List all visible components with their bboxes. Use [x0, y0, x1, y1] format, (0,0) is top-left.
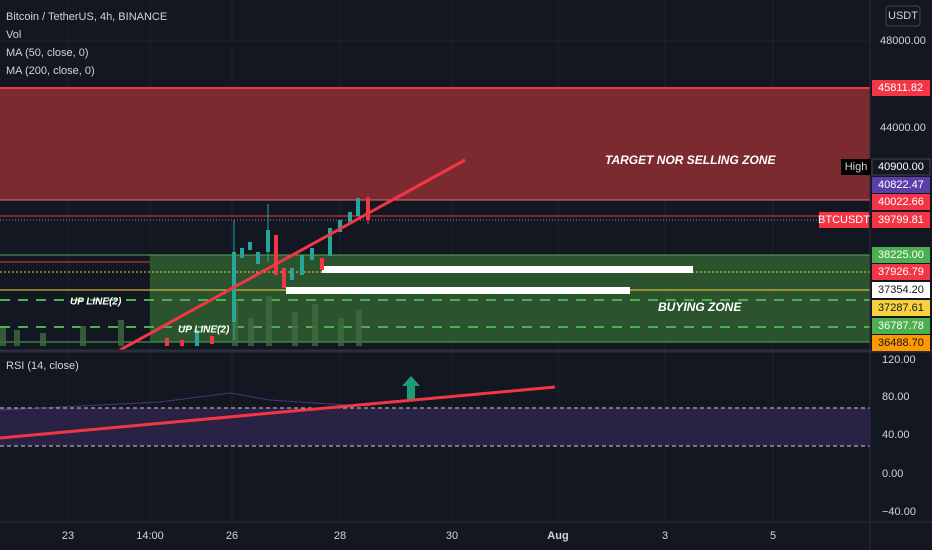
price-label: 36787.78 — [878, 320, 924, 332]
time-tick: 3 — [662, 530, 668, 542]
indicator: MA (50, close, 0) — [6, 47, 89, 59]
high-tag — [841, 159, 871, 175]
price-tick: 44000.00 — [880, 122, 926, 134]
selling-zone — [0, 88, 870, 200]
price-label-bg — [872, 318, 930, 334]
price-label: 37354.20 — [878, 284, 924, 296]
symbol-tag — [819, 212, 869, 228]
price-label: 38225.00 — [878, 249, 924, 261]
price-label-bg — [872, 300, 930, 316]
rsi-tick: 120.00 — [882, 354, 916, 366]
rsi-line — [0, 392, 371, 411]
volume — [0, 296, 362, 346]
rsi-tick: −40.00 — [882, 506, 916, 518]
price-label: 36488.70 — [878, 337, 924, 349]
currency[interactable]: USDT — [888, 10, 918, 22]
price-label-bg — [872, 80, 930, 96]
price-label: 39799.81 — [878, 214, 924, 226]
time-tick: 26 — [226, 530, 238, 542]
price-label-bg — [872, 212, 930, 228]
trend-line — [119, 158, 466, 352]
time-tick: 30 — [446, 530, 458, 542]
time-tick: 23 — [62, 530, 74, 542]
rsi-tick: 40.00 — [882, 429, 910, 441]
annotation: UP LINE(2) — [70, 297, 122, 308]
time-tick: 28 — [334, 530, 346, 542]
currency-button[interactable] — [885, 5, 921, 27]
annotation: BUYING ZONE — [658, 300, 742, 314]
price-label: 40822.47 — [878, 179, 924, 191]
price-label: 37287.61 — [878, 302, 924, 314]
price-tick: 48000.00 — [880, 35, 926, 47]
time-tick: 5 — [770, 530, 776, 542]
rsi-title: RSI (14, close) — [6, 360, 79, 372]
price-label: 40900.00 — [878, 161, 924, 173]
price-label-bg — [872, 282, 930, 298]
rsi-band — [0, 408, 870, 446]
time-tick: 14:00 — [136, 530, 164, 542]
up-arrow — [402, 376, 420, 399]
time-tick: Aug — [547, 530, 568, 542]
rsi-tick: 80.00 — [882, 391, 910, 403]
white-bar — [322, 266, 693, 273]
annotation: TARGET NOR SELLING ZONE — [605, 153, 776, 167]
rsi-trend-line — [0, 385, 556, 440]
price-label-bg — [871, 158, 931, 176]
price-label: 37926.79 — [878, 266, 924, 278]
price-label-bg — [872, 335, 930, 351]
high-tag-text: High — [845, 161, 868, 173]
indicator: Vol — [6, 29, 21, 41]
indicator: MA (200, close, 0) — [6, 65, 95, 77]
symbol-tag-text: BTCUSDT — [818, 214, 870, 226]
chart-title: Bitcoin / TetherUS, 4h, BINANCE — [6, 11, 167, 23]
annotation: UP LINE(2) — [178, 325, 230, 336]
price-label-bg — [872, 264, 930, 280]
price-label: 40022.66 — [878, 196, 924, 208]
price-label-bg — [872, 247, 930, 263]
rsi-tick: 0.00 — [882, 468, 903, 480]
price-label-bg — [872, 177, 930, 193]
white-bar — [286, 287, 630, 294]
price-label-bg — [872, 194, 930, 210]
price-label: 45811.82 — [878, 82, 923, 94]
